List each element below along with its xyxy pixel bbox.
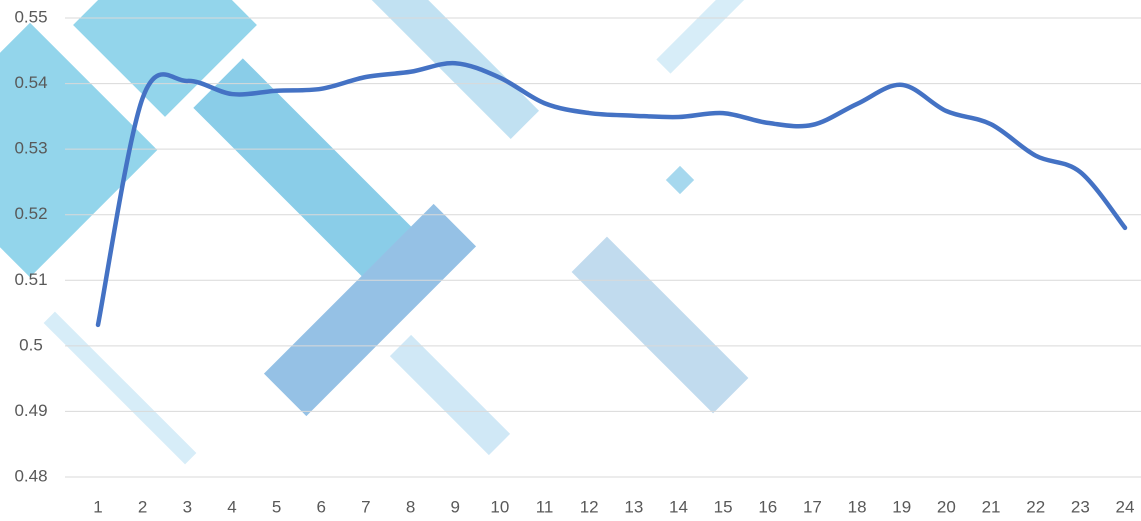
grid [65, 17, 1141, 478]
x-tick-label: 13 [624, 497, 643, 516]
x-tick-label: 22 [1026, 497, 1045, 516]
x-tick-label: 5 [272, 497, 281, 516]
x-tick-label: 9 [450, 497, 459, 516]
x-tick-label: 24 [1116, 497, 1135, 516]
x-tick-label: 17 [803, 497, 822, 516]
x-tick-label: 23 [1071, 497, 1090, 516]
x-tick-label: 7 [361, 497, 370, 516]
x-tick-label: 8 [406, 497, 415, 516]
x-tick-label: 15 [714, 497, 733, 516]
y-tick-label: 0.52 [14, 204, 47, 223]
x-tick-label: 19 [892, 497, 911, 516]
x-tick-label: 3 [183, 497, 192, 516]
x-tick-label: 10 [490, 497, 509, 516]
x-tick-label: 14 [669, 497, 688, 516]
plot: 0.480.490.50.510.520.530.540.551 2 3 4 5 6 7 8 9… [14, 7, 1134, 516]
y-tick-label: 0.54 [14, 73, 47, 92]
y-tick-label: 0.53 [14, 139, 47, 158]
x-tick-label: 21 [982, 497, 1001, 516]
x-tick-label: 12 [580, 497, 599, 516]
y-tick-label: 0.51 [14, 270, 47, 289]
y-tick-label: 0.48 [14, 466, 47, 485]
x-tick-label: 16 [758, 497, 777, 516]
x-tick-label: 2 [138, 497, 147, 516]
y-tick-label: 0.55 [14, 7, 47, 26]
x-tick-label: 4 [227, 497, 236, 516]
x-tick-label: 11 [536, 497, 554, 516]
y-tick-label: 0.49 [14, 401, 47, 420]
x-tick-label: 1 [93, 497, 102, 516]
y-tick-label: 0.5 [19, 335, 43, 354]
background-pattern [0, 0, 784, 465]
x-tick-label: 20 [937, 497, 956, 516]
line-series [95, 60, 1128, 328]
x-tick-label: 6 [317, 497, 326, 516]
x-tick-label: 18 [848, 497, 867, 516]
